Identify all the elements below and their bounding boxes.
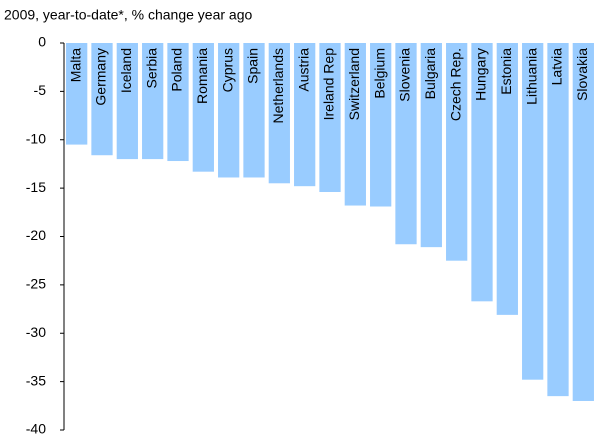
y-tick-label: -10 [26,130,46,146]
bar [471,43,493,302]
category-label: Cyprus [219,48,235,92]
category-label: Poland [169,48,185,92]
bar [522,43,544,380]
y-tick-label: -25 [26,276,46,292]
bar [243,43,265,178]
category-label: Malta [67,48,83,82]
bar [420,43,442,248]
bar [167,43,189,162]
category-label: Spain [245,48,261,84]
bar [294,43,316,187]
category-label: Bulgaria [422,48,438,100]
category-label: Belgium [371,48,387,99]
bar [344,43,366,206]
bar [268,43,290,184]
bar [116,43,138,160]
y-tick-label: -5 [34,82,47,98]
y-tick-label: -30 [26,324,46,340]
bar [496,43,518,315]
category-label: Netherlands [270,48,286,124]
y-tick-label: -40 [26,421,46,437]
category-label: Slovenia [397,48,413,102]
chart-title: 2009, year-to-date*, % change year ago [4,7,252,23]
bar [446,43,468,261]
category-label: Estonia [498,48,514,95]
bar [218,43,240,178]
y-tick-label: -20 [26,227,46,243]
bar [572,43,594,401]
bar [395,43,417,245]
category-label: Austria [295,48,311,92]
y-tick-label: -15 [26,179,46,195]
category-label: Iceland [118,48,134,93]
y-tick-label: -35 [26,372,46,388]
category-label: Romania [194,48,210,104]
category-label: Serbia [143,48,159,89]
bar [192,43,214,172]
category-label: Czech Rep. [447,48,463,121]
bar [66,43,88,145]
category-label: Latvia [549,48,565,86]
y-tick-label: 0 [38,34,46,50]
category-label: Germany [93,48,109,106]
bar [547,43,569,397]
bar [319,43,341,192]
category-label: Lithuania [523,48,539,105]
bar [91,43,113,156]
bar [142,43,164,160]
bar [370,43,392,207]
category-label: Ireland Rep [321,48,337,121]
category-label: Hungary [473,48,489,101]
category-label: Slovakia [574,48,590,101]
category-label: Switzerland [346,48,362,120]
